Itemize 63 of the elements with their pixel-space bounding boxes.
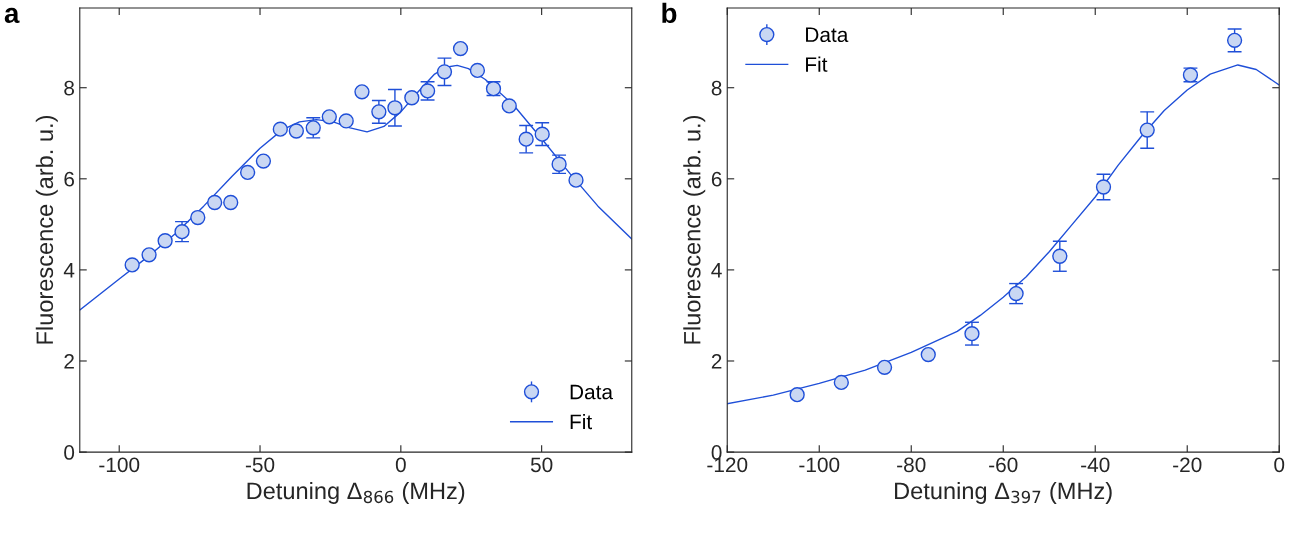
point xyxy=(436,64,453,80)
point xyxy=(157,233,173,249)
point xyxy=(964,326,980,342)
point xyxy=(321,109,337,125)
y-tick-label: 6 xyxy=(711,171,722,187)
y-tick-label: 4 xyxy=(711,263,722,278)
point xyxy=(876,359,893,376)
x-tick-label: -40 xyxy=(1081,457,1110,473)
point xyxy=(501,98,517,114)
y-tick-label: 8 xyxy=(64,80,75,96)
point xyxy=(1052,248,1068,264)
text: b xyxy=(662,2,677,24)
x-tick-label: -100 xyxy=(799,457,840,473)
point xyxy=(354,84,370,100)
x-tick-label: -80 xyxy=(897,457,926,473)
legend-label: Data xyxy=(570,384,614,400)
y-tick-label: 2 xyxy=(711,353,722,369)
point xyxy=(920,346,936,363)
x-tick-label: 0 xyxy=(1274,457,1285,473)
x-tick-label: -50 xyxy=(245,457,275,473)
legend-label: Data xyxy=(806,27,849,43)
legend-label: Fit xyxy=(806,56,828,72)
y-tick-label: 6 xyxy=(64,171,75,187)
point xyxy=(1226,32,1243,49)
line-series xyxy=(79,64,632,311)
point xyxy=(141,247,157,263)
x-tick-label: -60 xyxy=(989,457,1018,473)
x-tick-label: 50 xyxy=(530,457,553,473)
x-tick-label: 0 xyxy=(395,457,406,473)
point xyxy=(190,209,206,226)
point xyxy=(452,40,469,57)
y-axis-title: Fluorescence (arb. u.) xyxy=(35,116,58,344)
point xyxy=(1095,179,1112,195)
point xyxy=(371,104,387,120)
text: a xyxy=(4,7,20,24)
point xyxy=(1139,122,1155,138)
point xyxy=(568,172,584,188)
point xyxy=(207,194,223,211)
point xyxy=(518,131,534,147)
x-axis-title: Detuning Δ$_{397}$ (MHz) xyxy=(895,481,1112,504)
point xyxy=(288,123,304,139)
point xyxy=(272,121,288,137)
y-axis-title: Fluorescence (arb. u.) xyxy=(683,116,706,344)
legend-label: Fit xyxy=(570,413,592,430)
x-axis-title: Detuning Δ$_{866}$ (MHz) xyxy=(247,481,465,504)
point xyxy=(534,126,550,142)
point xyxy=(223,194,239,211)
point xyxy=(404,90,420,106)
point xyxy=(469,62,486,79)
y-tick-label: 4 xyxy=(63,263,75,278)
point xyxy=(239,164,256,181)
y-tick-label: 2 xyxy=(64,353,74,369)
point xyxy=(387,100,403,116)
point xyxy=(833,374,849,391)
y-tick-label: 8 xyxy=(711,80,722,96)
y-tick-label: 0 xyxy=(64,445,75,460)
point xyxy=(255,153,272,169)
point xyxy=(338,113,354,129)
point xyxy=(124,257,140,273)
x-tick-label: -20 xyxy=(1173,457,1202,473)
point xyxy=(789,387,805,403)
x-tick-label: -100 xyxy=(99,457,140,473)
point xyxy=(174,224,190,240)
